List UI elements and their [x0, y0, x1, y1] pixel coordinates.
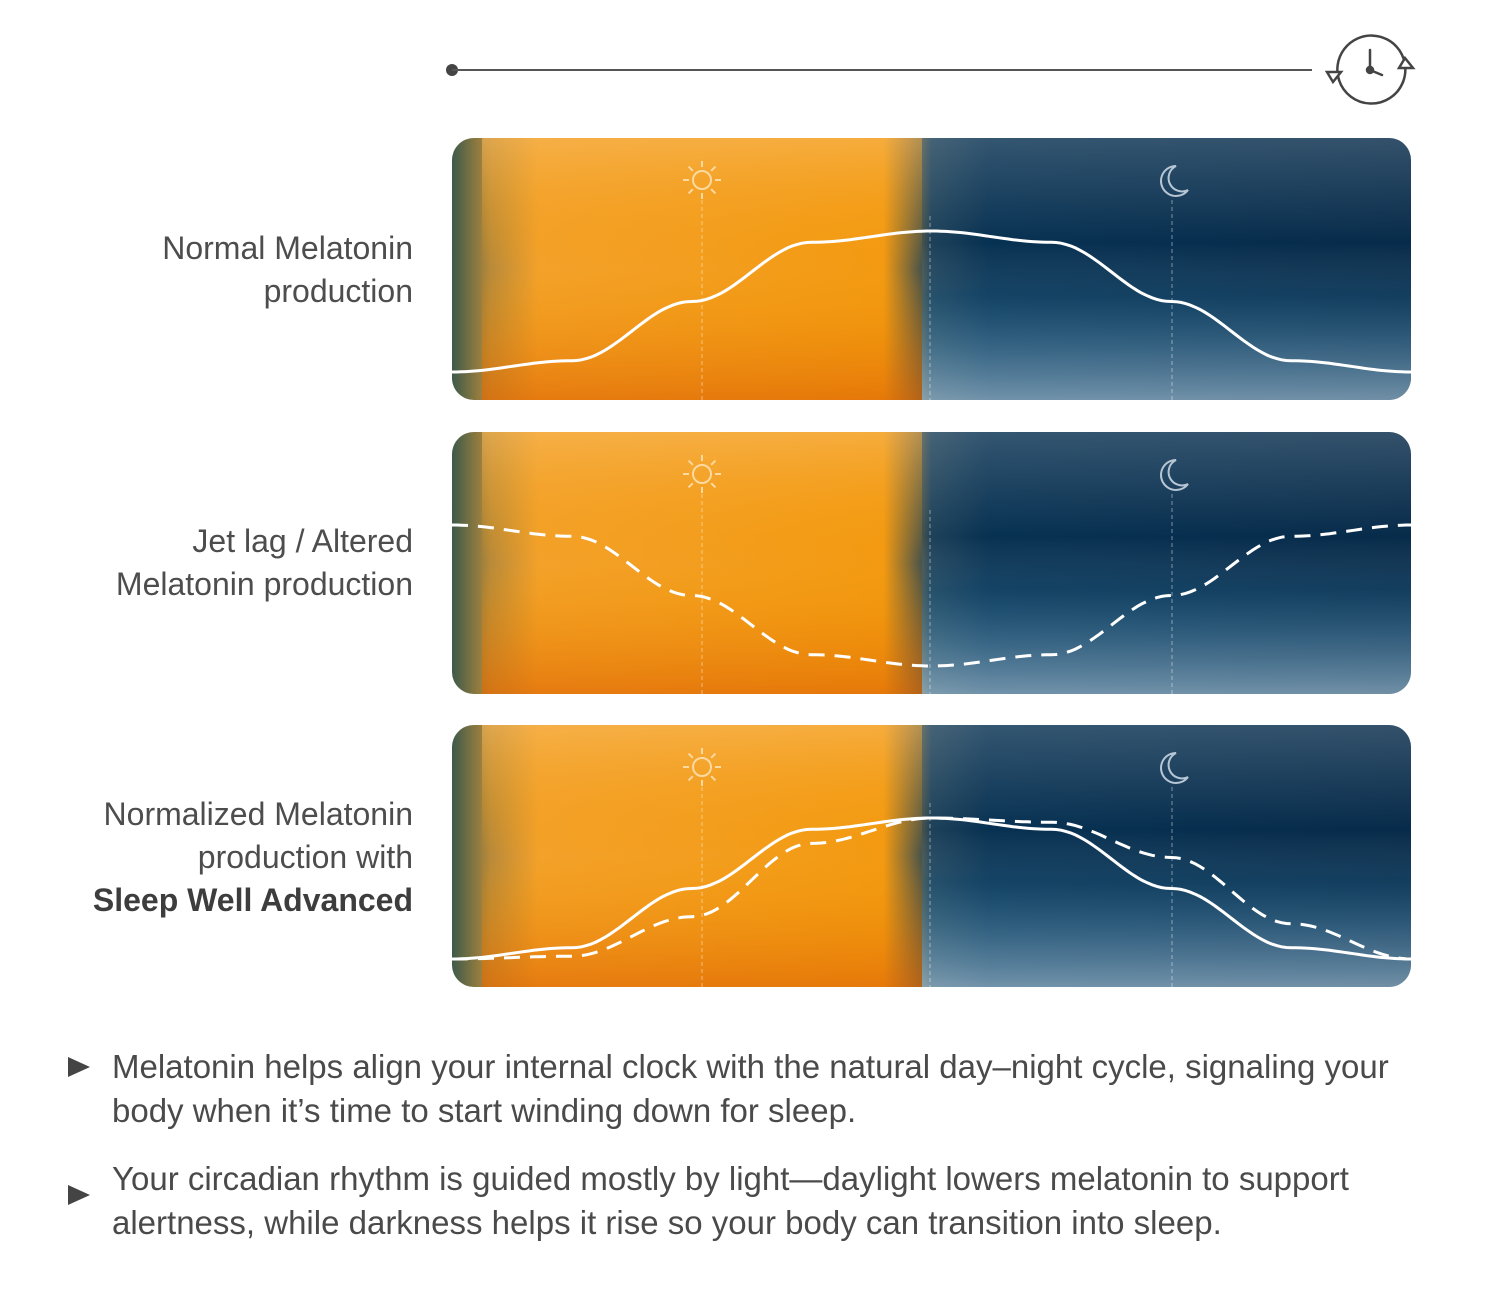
moon-icon — [1160, 752, 1189, 784]
sun-icon — [683, 748, 721, 786]
day-depth-overlay — [482, 432, 922, 694]
sun-icon — [683, 161, 721, 199]
moon-icon — [1160, 459, 1189, 491]
day-depth-overlay — [482, 725, 922, 987]
timeline — [446, 34, 1416, 105]
panel-graphic — [452, 138, 1411, 400]
product-name: Sleep Well Advanced — [92, 882, 413, 918]
night-depth-overlay — [922, 138, 1411, 400]
bullet-text: Your circadian rhythm is guided mostly b… — [112, 1160, 1349, 1241]
panel-graphic — [452, 432, 1411, 694]
melatonin-curve-dashed — [452, 523, 1411, 668]
panel-normalized — [452, 725, 1411, 987]
bullet-item: Melatonin helps align your internal cloc… — [68, 1045, 1432, 1133]
night-depth-overlay — [922, 432, 1411, 694]
panel-graphic — [452, 725, 1411, 987]
row-label-normalized: Normalized Melatonin production with Sle… — [93, 793, 413, 922]
row-label-normal: Normal Melatonin production — [162, 230, 413, 309]
panel-jetlag — [452, 432, 1411, 694]
bullet-arrow-icon — [68, 1185, 90, 1205]
clock-cycle-icon — [1324, 34, 1416, 105]
day-depth-overlay — [482, 138, 922, 400]
bullet-arrow-icon — [68, 1057, 90, 1077]
moon-icon — [1160, 165, 1189, 197]
sun-icon — [683, 455, 721, 493]
panel-normal — [452, 138, 1411, 400]
bullet-item: Your circadian rhythm is guided mostly b… — [68, 1157, 1432, 1245]
row-label-jetlag: Jet lag / Altered Melatonin production — [115, 523, 413, 602]
melatonin-curve-solid — [452, 816, 1411, 961]
melatonin-curve-solid — [452, 229, 1411, 374]
melatonin-curve-dashed — [452, 816, 1411, 961]
bullet-text: Melatonin helps align your internal cloc… — [112, 1048, 1389, 1129]
